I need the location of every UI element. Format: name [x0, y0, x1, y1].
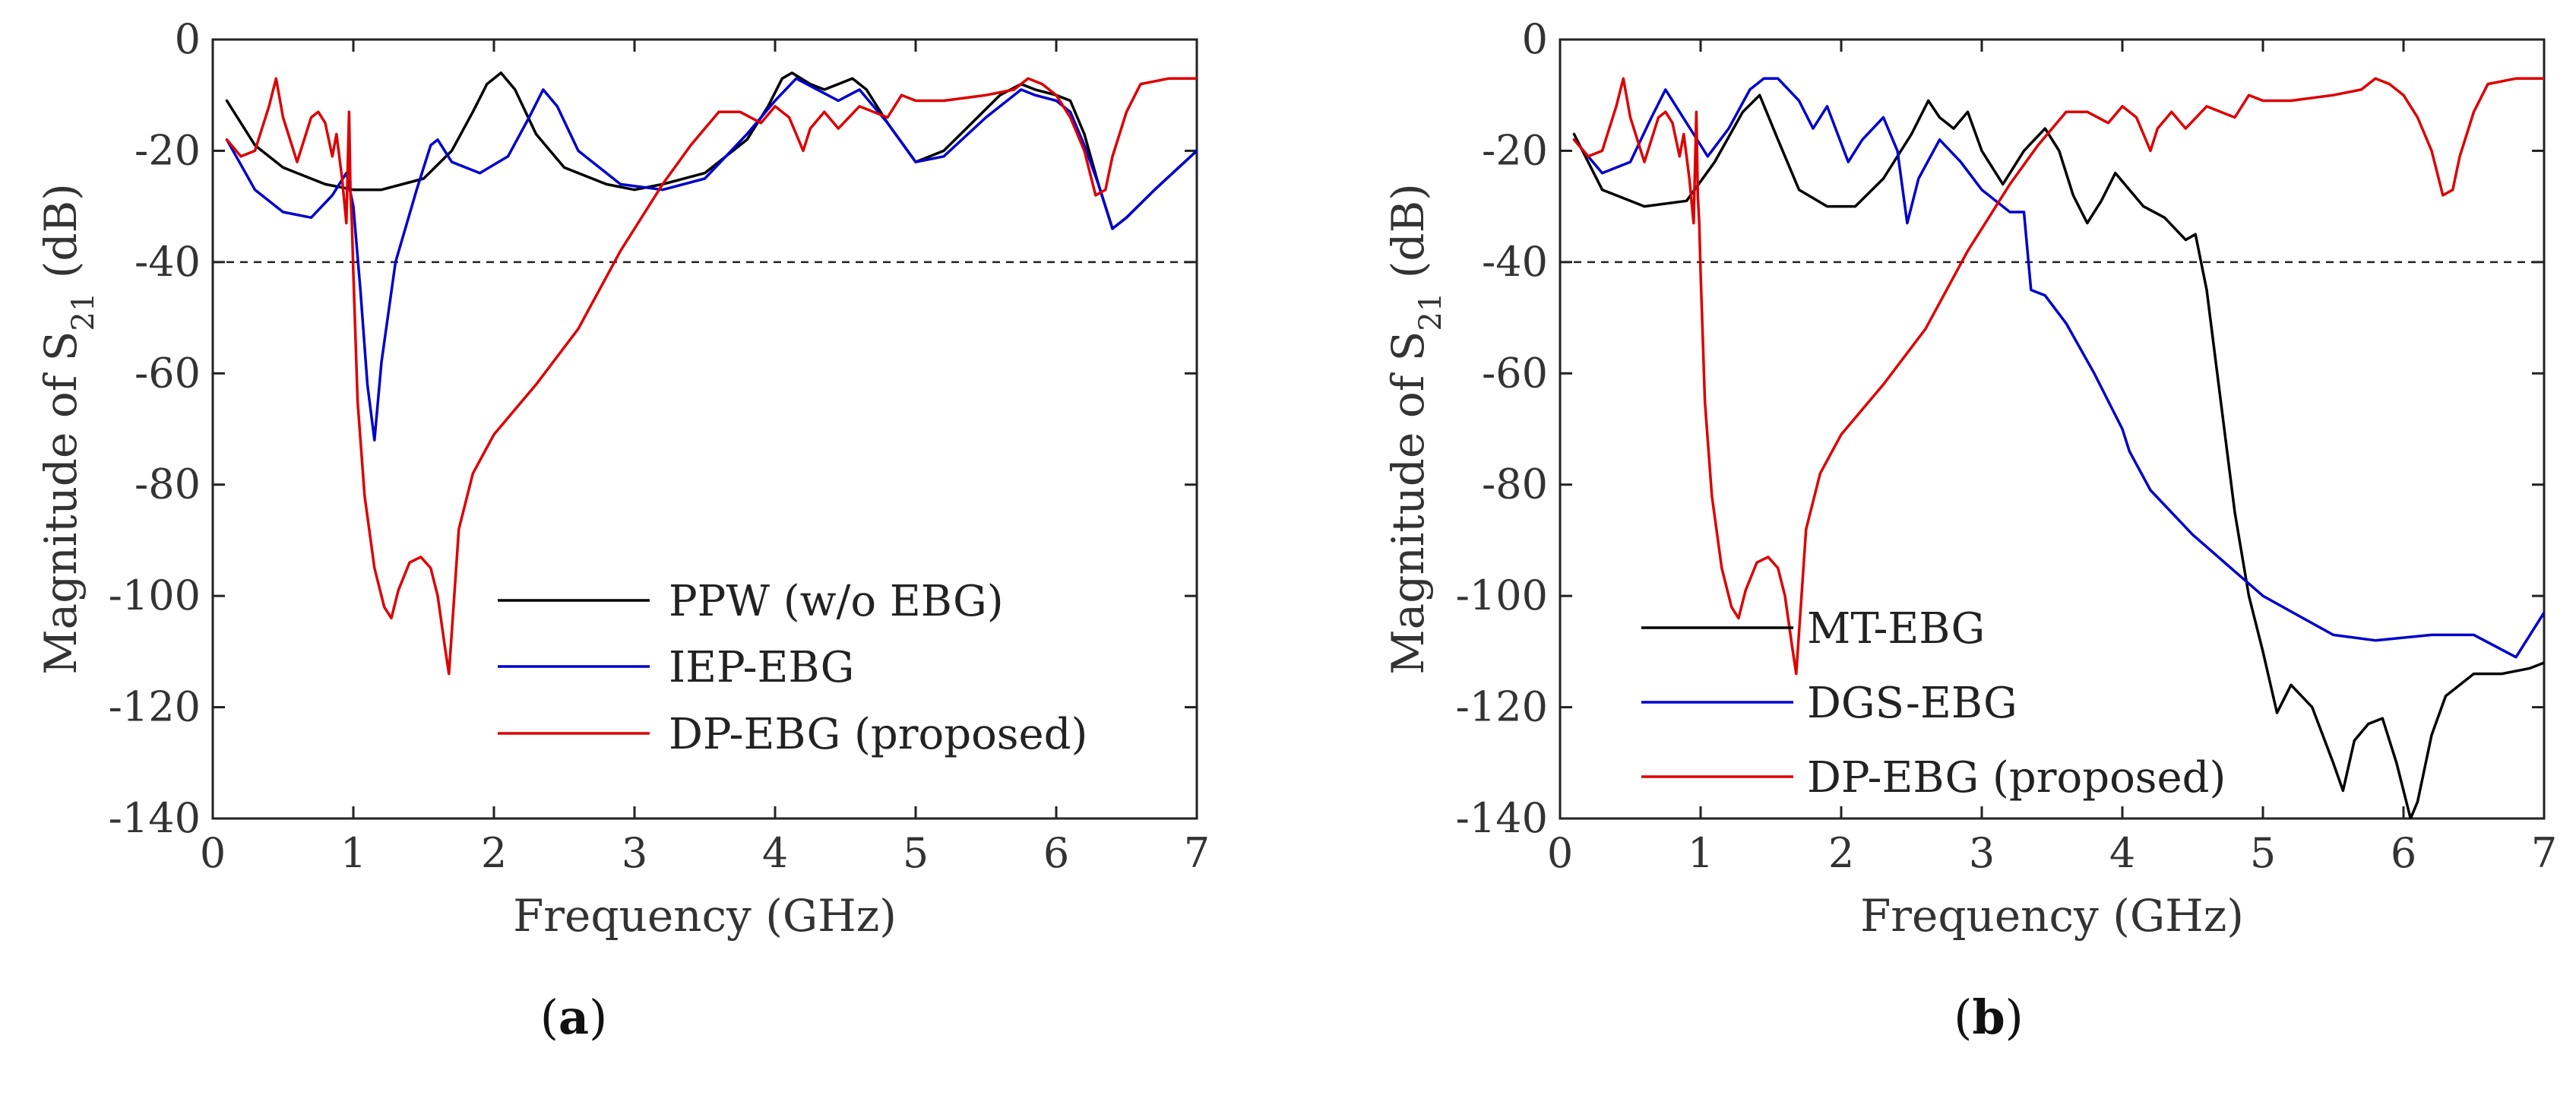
x-axis-label: Frequency (GHz)	[513, 890, 897, 942]
y-tick-label: -120	[1456, 683, 1548, 731]
series-line-dp-ebg-proposed	[225, 77, 1197, 676]
y-tick-label: 0	[1522, 15, 1548, 63]
y-tick-label: -20	[134, 126, 201, 174]
x-tick-label: 3	[1969, 829, 1995, 877]
x-tick-label: 5	[903, 829, 929, 877]
legend-label-iep-ebg: IEP-EBG	[669, 643, 854, 692]
x-axis-label: Frequency (GHz)	[1860, 890, 2244, 942]
y-tick-label: -140	[109, 794, 201, 842]
axes-frame	[211, 38, 1198, 820]
y-tick-label: -100	[1456, 571, 1548, 619]
y-axis-label: Magnitude of S21 (dB)	[35, 183, 101, 674]
x-tick-label: 0	[1547, 829, 1573, 877]
x-tick-label: 1	[340, 829, 366, 877]
chart-panel-b: 0 1 2 3 4 5 6 7 0 -20 -40 -60 -80 -100 -120 -140 Frequen…	[1382, 15, 2557, 1045]
y-tick-label: -40	[134, 238, 201, 286]
x-tick-label: 4	[762, 829, 788, 877]
y-tick-label: -80	[1482, 461, 1548, 508]
y-tick-label: 0	[175, 15, 201, 63]
legend-label-mt-ebg: MT-EBG	[1807, 604, 1985, 654]
y-tick-label: -140	[1456, 794, 1548, 842]
series-line-mt-ebg	[1572, 93, 2544, 818]
y-tick-label: -40	[1482, 238, 1548, 286]
y-tick-label: -20	[1482, 126, 1548, 174]
y-tick-label: -120	[109, 683, 201, 731]
x-tick-label: 2	[481, 829, 507, 877]
legend-label-dp-ebg-proposed: DP-EBG (proposed)	[669, 710, 1087, 759]
series-group	[1572, 77, 2544, 818]
panel-label: (b)	[1954, 989, 2024, 1045]
x-tick-label: 6	[1043, 829, 1069, 877]
x-tick-label: 4	[2109, 829, 2135, 877]
x-tick-label: 7	[1184, 829, 1210, 877]
y-tick-label: -100	[109, 571, 201, 619]
legend-label-ppw-w-o-ebg: PPW (w/o EBG)	[669, 577, 1004, 626]
axes-frame	[1559, 38, 2546, 820]
x-tick-label: 1	[1688, 829, 1714, 877]
y-tick-label: -60	[134, 349, 201, 397]
y-axis-label: Magnitude of S21 (dB)	[1382, 183, 1448, 674]
series-line-dp-ebg-proposed	[1572, 77, 2544, 676]
x-tick-label: 0	[200, 829, 226, 877]
y-tick-label: -80	[134, 461, 201, 508]
legend-label-dgs-ebg: DGS-EBG	[1807, 679, 2017, 728]
series-line-dgs-ebg	[1572, 77, 2544, 659]
panel-label: (a)	[540, 989, 608, 1045]
series-line-iep-ebg	[225, 77, 1197, 442]
x-tick-label: 2	[1828, 829, 1854, 877]
x-tick-label: 3	[622, 829, 647, 877]
legend-label-dp-ebg-proposed: DP-EBG (proposed)	[1807, 753, 2226, 803]
chart-panel-a: 0 1 2 3 4 5 6 7 0 -20 -40 -60 -80 -100 -120 -140 Frequen…	[35, 15, 1210, 1045]
y-tick-label: -60	[1482, 349, 1548, 397]
series-group	[225, 71, 1197, 676]
series-line-ppw-w-o-ebg	[225, 71, 1197, 230]
x-tick-label: 5	[2250, 829, 2276, 877]
x-tick-label: 6	[2391, 829, 2416, 877]
x-tick-label: 7	[2531, 829, 2557, 877]
